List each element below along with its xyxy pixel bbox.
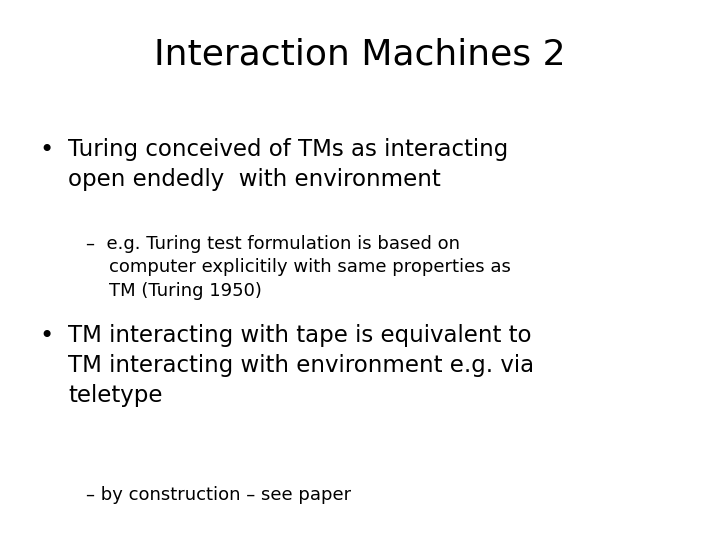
Text: Interaction Machines 2: Interaction Machines 2 (154, 38, 566, 72)
Text: –  e.g. Turing test formulation is based on
    computer explicitily with same p: – e.g. Turing test formulation is based … (86, 235, 511, 300)
Text: •: • (40, 138, 54, 161)
Text: – by construction – see paper: – by construction – see paper (86, 486, 351, 504)
Text: TM interacting with tape is equivalent to
TM interacting with environment e.g. v: TM interacting with tape is equivalent t… (68, 324, 534, 407)
Text: Turing conceived of TMs as interacting
open endedly  with environment: Turing conceived of TMs as interacting o… (68, 138, 508, 191)
Text: •: • (40, 324, 54, 348)
